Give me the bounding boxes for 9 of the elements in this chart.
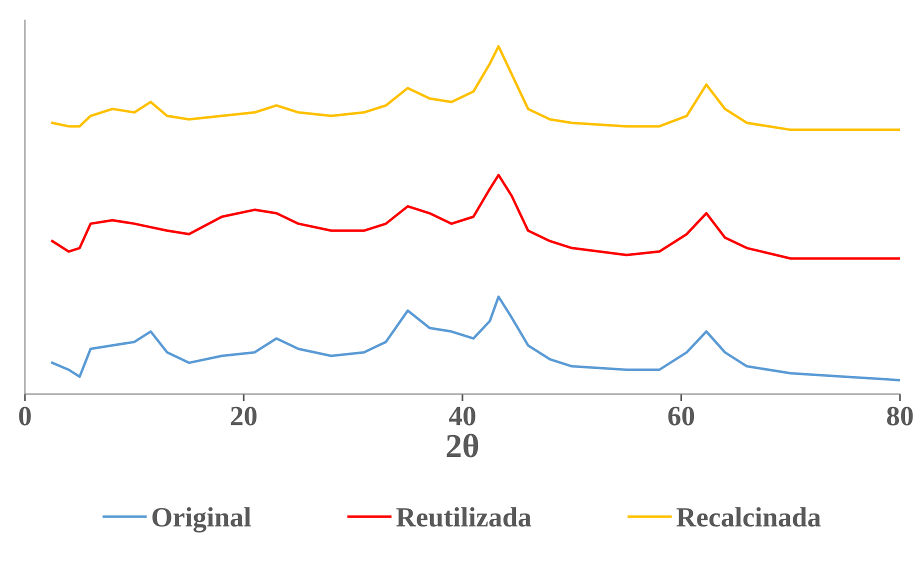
legend-label: Recalcinada bbox=[676, 507, 821, 527]
x-tick-label: 80 bbox=[887, 406, 913, 426]
x-tick-label: 60 bbox=[668, 406, 694, 426]
x-tick-label: 20 bbox=[230, 406, 257, 426]
legend-label: Reutilizada bbox=[396, 507, 532, 527]
legend-label: Original bbox=[152, 507, 251, 533]
x-tick-label: 40 bbox=[448, 406, 476, 426]
x-axis-title: 2θ bbox=[446, 434, 478, 458]
x-tick-label: 0 bbox=[19, 406, 31, 426]
